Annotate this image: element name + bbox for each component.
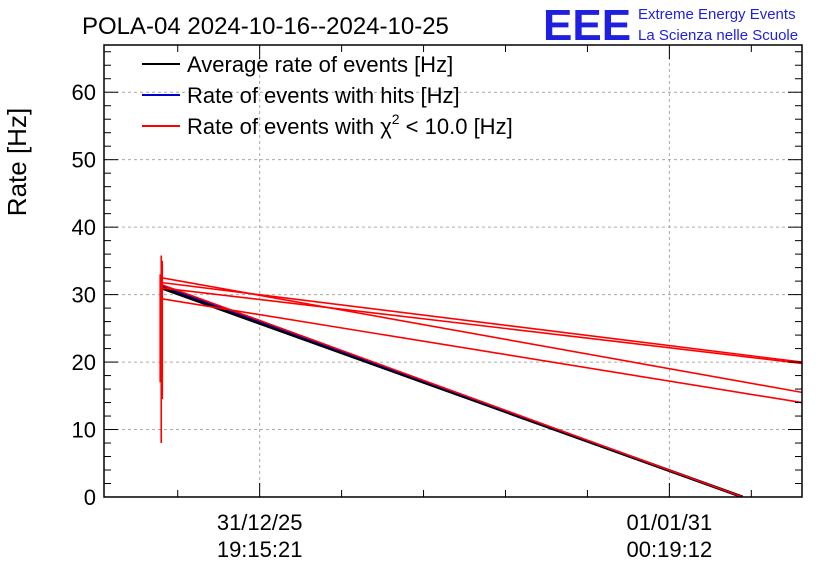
series-line-3	[161, 276, 802, 394]
legend-label-2: Rate of events with hits [Hz]	[187, 83, 460, 108]
x-tick-label-time: 19:15:21	[217, 537, 303, 562]
chart-title: POLA-04 2024-10-16--2024-10-25	[82, 13, 449, 40]
series-group	[159, 255, 802, 497]
series-line-3	[161, 287, 802, 365]
plot-frame	[103, 44, 803, 498]
plot-area	[159, 255, 802, 497]
grid	[104, 45, 802, 497]
y-tick-label: 10	[72, 418, 96, 443]
x-tick-label-time: 00:19:12	[627, 537, 713, 562]
logo-line-2: La Scienza nelle Scuole	[638, 27, 798, 44]
y-tick-label: 0	[84, 485, 96, 510]
y-tick-label: 50	[72, 148, 96, 173]
logo-line-1: Extreme Energy Events	[638, 6, 796, 23]
legend-label-3: Rate of events with χ2 < 10.0 [Hz]	[187, 111, 513, 139]
eee-logo: EEE Extreme Energy Events La Scienza nel…	[543, 1, 798, 50]
y-tick-label: 40	[72, 215, 96, 240]
x-tick-label-date: 31/12/25	[217, 510, 303, 535]
y-tick-label: 30	[72, 283, 96, 308]
y-tick-label: 60	[72, 80, 96, 105]
series-line-3	[161, 281, 802, 363]
legend: Average rate of events [Hz] Rate of event…	[142, 52, 513, 139]
y-tick-label: 20	[72, 350, 96, 375]
series-line-3	[161, 297, 802, 404]
legend-label-1: Average rate of events [Hz]	[187, 52, 453, 77]
logo-mark: EEE	[543, 1, 631, 50]
y-axis-label: Rate [Hz]	[2, 108, 32, 216]
x-tick-label-date: 01/01/31	[627, 510, 713, 535]
series-line-3	[160, 283, 743, 497]
